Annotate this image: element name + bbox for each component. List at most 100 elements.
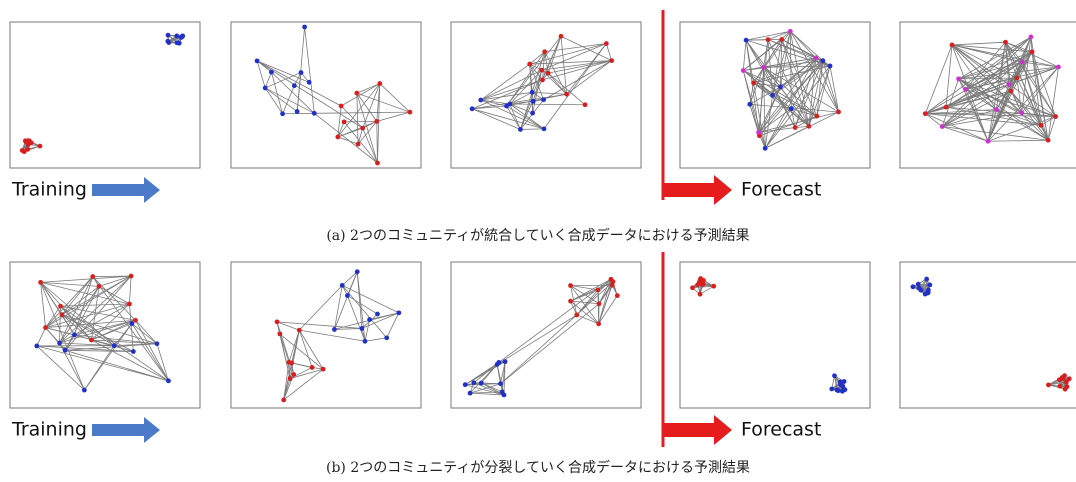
graph-edge <box>548 60 612 74</box>
graph-node <box>96 284 102 289</box>
graph-node <box>19 148 25 153</box>
graph-edge <box>529 60 612 65</box>
forecast-arrow <box>663 415 732 445</box>
graph-node <box>609 58 615 63</box>
graph-edge <box>496 314 577 365</box>
graph-edge <box>500 361 506 384</box>
graph-node <box>494 362 500 367</box>
graph-node <box>354 90 360 96</box>
graph-node <box>90 274 96 279</box>
graph-edge <box>764 57 817 149</box>
graph-edge <box>91 339 157 345</box>
graph-node <box>527 61 533 67</box>
graph-edge <box>379 83 411 113</box>
graph-edge <box>925 113 1041 126</box>
graph-node <box>747 101 753 107</box>
graph-node <box>568 283 573 288</box>
graph-edge <box>764 95 773 149</box>
graph-node <box>355 141 361 147</box>
graph-node <box>1060 376 1066 381</box>
graph-node <box>377 81 383 86</box>
graph-edge <box>958 77 1017 80</box>
graph-node <box>540 77 545 83</box>
graph-edge <box>598 281 614 324</box>
graph-node <box>539 67 545 73</box>
graph-edge <box>547 36 562 74</box>
graph-node <box>545 70 551 76</box>
graph-edge <box>753 82 810 127</box>
forecast-label: Forecast <box>741 179 821 201</box>
graph-edge <box>743 60 823 71</box>
graph-node <box>332 327 337 332</box>
graph-edge <box>113 323 133 346</box>
graph-edge <box>299 285 343 331</box>
graph-edge <box>951 41 1006 46</box>
graph-edge <box>544 51 549 74</box>
graph-edge <box>925 77 1018 115</box>
graph-edge <box>542 60 612 81</box>
graph-node <box>375 160 380 166</box>
graph-node <box>834 387 840 393</box>
graph-edge <box>566 43 607 95</box>
graph-node <box>89 337 94 343</box>
graph-edge <box>542 51 546 80</box>
graph-edge <box>347 271 358 296</box>
graph-node <box>751 80 756 86</box>
graph-edge <box>742 40 747 71</box>
graph-panel <box>679 21 871 169</box>
graph-edge <box>529 64 533 93</box>
graph-edge <box>1040 116 1056 126</box>
graph-node <box>339 282 345 288</box>
graph-edge <box>951 44 1033 53</box>
graph-edge <box>496 364 501 384</box>
graph-node <box>59 312 65 318</box>
graph-edge <box>65 349 134 352</box>
graph-edge <box>945 51 1033 108</box>
graph-node <box>918 287 924 293</box>
graph-edge <box>570 285 599 325</box>
graph-node <box>166 378 171 384</box>
graph-edge <box>996 109 1049 141</box>
graph-node <box>165 38 171 44</box>
graph-node <box>311 110 317 116</box>
graph-node <box>787 28 793 34</box>
graph-node <box>1063 379 1069 385</box>
graph-node <box>127 301 132 307</box>
graph-node <box>174 33 180 39</box>
graph-edge <box>1022 61 1059 68</box>
graph-node <box>277 331 283 337</box>
graph-edge <box>356 93 359 145</box>
graph-edge <box>925 113 943 127</box>
graph-edge <box>289 368 324 379</box>
graph-edge <box>996 42 1006 110</box>
graph-edge <box>362 127 378 164</box>
graph-edge <box>958 66 1059 80</box>
graph-edge <box>763 67 839 113</box>
graph-edge <box>945 44 953 108</box>
graph-edge <box>45 319 136 328</box>
graph-node <box>309 365 315 370</box>
graph-edge <box>816 60 824 117</box>
graph-node <box>362 338 368 344</box>
graph-edge <box>64 275 132 351</box>
graph-edge <box>480 99 545 130</box>
graph-edge <box>334 328 362 330</box>
graph-node <box>910 284 916 290</box>
graph-edge <box>343 121 378 164</box>
graph-node <box>374 118 380 124</box>
graph-edge <box>763 39 783 68</box>
graph-node <box>836 109 841 115</box>
panel-frame <box>9 261 201 409</box>
graph-edge <box>59 276 94 344</box>
graph-node <box>596 301 602 307</box>
graph-edge <box>347 295 366 342</box>
graph-edge <box>808 57 817 127</box>
graph-node <box>367 317 373 322</box>
graph-node <box>25 146 31 152</box>
graph-edge <box>337 136 359 145</box>
graph-edge <box>942 84 1010 127</box>
graph-edge <box>815 57 839 113</box>
graph-edge <box>753 31 791 84</box>
graph-edge <box>98 275 132 287</box>
graph-edge <box>772 60 824 96</box>
